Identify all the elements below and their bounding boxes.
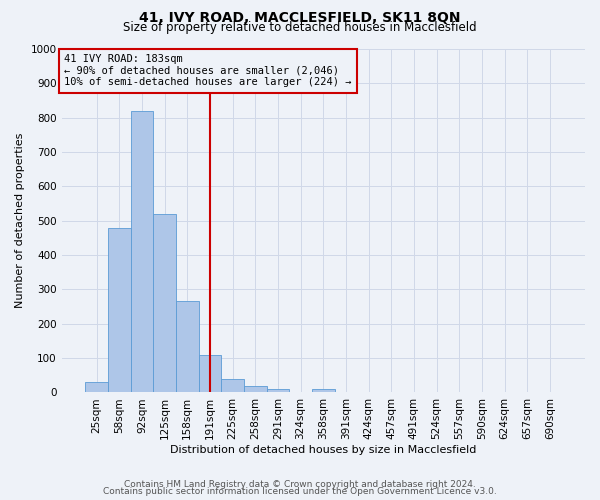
Bar (176, 302, 199, 392)
Bar (108, 228, 131, 392)
Bar (199, 354, 221, 393)
Bar (154, 214, 176, 392)
Text: Contains HM Land Registry data © Crown copyright and database right 2024.: Contains HM Land Registry data © Crown c… (124, 480, 476, 489)
X-axis label: Distribution of detached houses by size in Macclesfield: Distribution of detached houses by size … (170, 445, 476, 455)
Y-axis label: Number of detached properties: Number of detached properties (15, 133, 25, 308)
Text: Size of property relative to detached houses in Macclesfield: Size of property relative to detached ho… (123, 22, 477, 35)
Bar (312, 389, 335, 392)
Text: 41, IVY ROAD, MACCLESFIELD, SK11 8QN: 41, IVY ROAD, MACCLESFIELD, SK11 8QN (139, 11, 461, 25)
Text: 41 IVY ROAD: 183sqm
← 90% of detached houses are smaller (2,046)
10% of semi-det: 41 IVY ROAD: 183sqm ← 90% of detached ho… (64, 54, 352, 88)
Bar (85, 382, 108, 392)
Bar (266, 389, 289, 392)
Text: Contains public sector information licensed under the Open Government Licence v3: Contains public sector information licen… (103, 487, 497, 496)
Bar (244, 386, 266, 392)
Bar (131, 111, 154, 392)
Bar (221, 378, 244, 392)
